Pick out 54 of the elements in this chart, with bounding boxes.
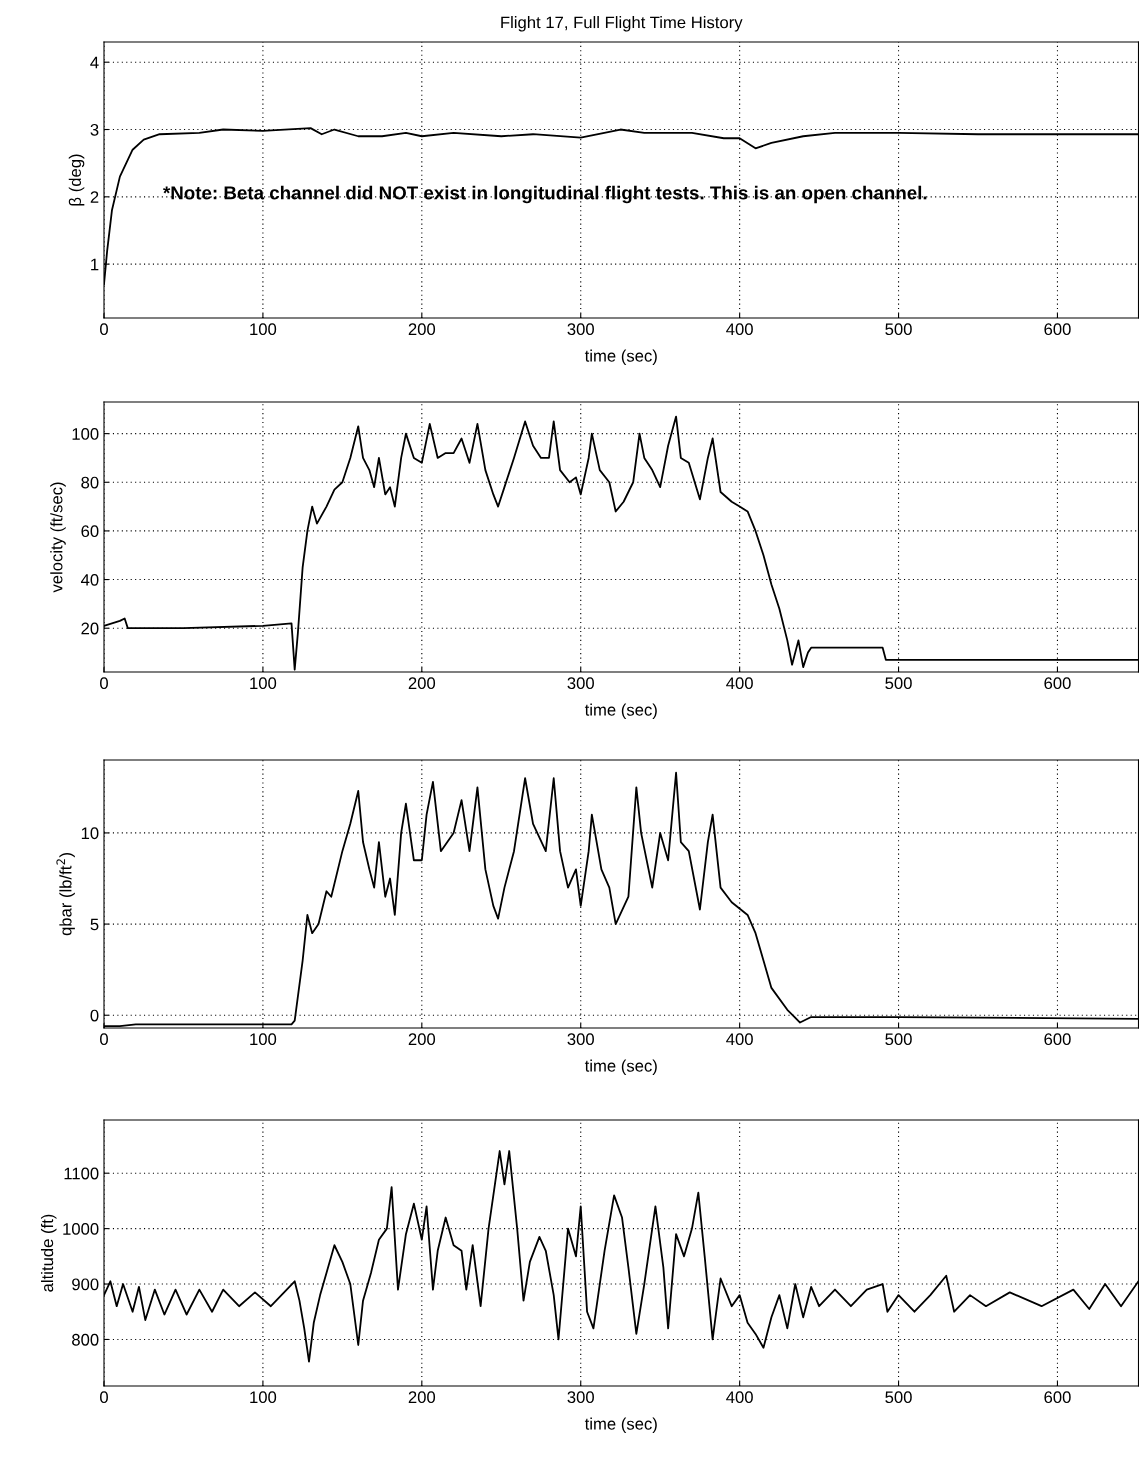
x-tick-label: 200 bbox=[408, 1391, 436, 1404]
x-tick-label: 300 bbox=[567, 1391, 594, 1404]
x-tick-label: 0 bbox=[100, 677, 108, 690]
chart-title: Flight 17, Full Flight Time History bbox=[501, 16, 743, 32]
x-tick-label: 500 bbox=[885, 323, 912, 336]
x-tick-label: 400 bbox=[726, 677, 753, 690]
x-tick-label: 300 bbox=[567, 677, 594, 690]
y-tick-label: 5 bbox=[90, 918, 99, 931]
x-tick-label: 200 bbox=[408, 1033, 436, 1046]
x-axis-title: time (sec) bbox=[584, 1059, 657, 1076]
x-tick-label: 600 bbox=[1044, 1033, 1071, 1046]
x-tick-label: 400 bbox=[726, 1033, 753, 1046]
x-tick-label: 500 bbox=[885, 1033, 912, 1046]
y-tick-label: 20 bbox=[81, 622, 99, 635]
x-tick-label: 600 bbox=[1044, 323, 1071, 336]
x-tick-label: 100 bbox=[250, 677, 277, 690]
x-axis-title: time (sec) bbox=[584, 349, 657, 366]
x-axis-title: time (sec) bbox=[584, 1417, 657, 1434]
y-tick-label: 1000 bbox=[63, 1223, 99, 1235]
x-tick-label: 100 bbox=[250, 1391, 277, 1404]
x-tick-label: 200 bbox=[408, 323, 436, 336]
x-axis-title: time (sec) bbox=[584, 703, 657, 720]
y-tick-label: 10 bbox=[81, 827, 99, 840]
y-tick-label: 2 bbox=[90, 191, 99, 203]
x-tick-label: 200 bbox=[408, 677, 436, 690]
y-tick-label: 80 bbox=[81, 476, 99, 489]
y-tick-label: 100 bbox=[72, 428, 99, 440]
y-tick-label: 0 bbox=[90, 1009, 99, 1022]
x-tick-label: 600 bbox=[1044, 677, 1071, 690]
y-tick-label: 40 bbox=[80, 573, 99, 586]
x-tick-label: 0 bbox=[100, 1033, 108, 1046]
y-axis-title: altitude (ft) bbox=[40, 1214, 57, 1292]
y-axis-title: β (deg) bbox=[68, 154, 85, 206]
x-tick-label: 500 bbox=[885, 1391, 912, 1404]
y-tick-label: 800 bbox=[72, 1333, 99, 1346]
x-tick-label: 100 bbox=[250, 323, 277, 336]
x-tick-label: 0 bbox=[100, 1391, 108, 1404]
x-tick-label: 300 bbox=[567, 323, 594, 336]
y-axis-title: qbar (lb/ft$^{2}$) bbox=[56, 853, 75, 936]
y-tick-label: 1 bbox=[91, 258, 99, 271]
y-tick-label: 900 bbox=[72, 1278, 99, 1291]
y-tick-label: 1100 bbox=[64, 1167, 99, 1180]
x-tick-label: 400 bbox=[726, 323, 753, 336]
y-tick-label: 3 bbox=[90, 123, 99, 136]
x-tick-label: 600 bbox=[1044, 1391, 1071, 1404]
y-tick-label: 60 bbox=[81, 525, 99, 538]
x-tick-label: 100 bbox=[250, 1033, 277, 1046]
x-tick-label: 500 bbox=[885, 677, 912, 690]
y-axis-title: velocity (ft/sec) bbox=[50, 482, 66, 593]
y-tick-label: 4 bbox=[90, 56, 99, 69]
x-tick-label: 300 bbox=[567, 1033, 594, 1046]
x-tick-label: 400 bbox=[726, 1391, 753, 1404]
annotation: *Note: Beta channel did NOT exist in longitudinal flight tests. This is an open channel. bbox=[163, 185, 927, 204]
x-tick-label: 0 bbox=[100, 323, 108, 336]
